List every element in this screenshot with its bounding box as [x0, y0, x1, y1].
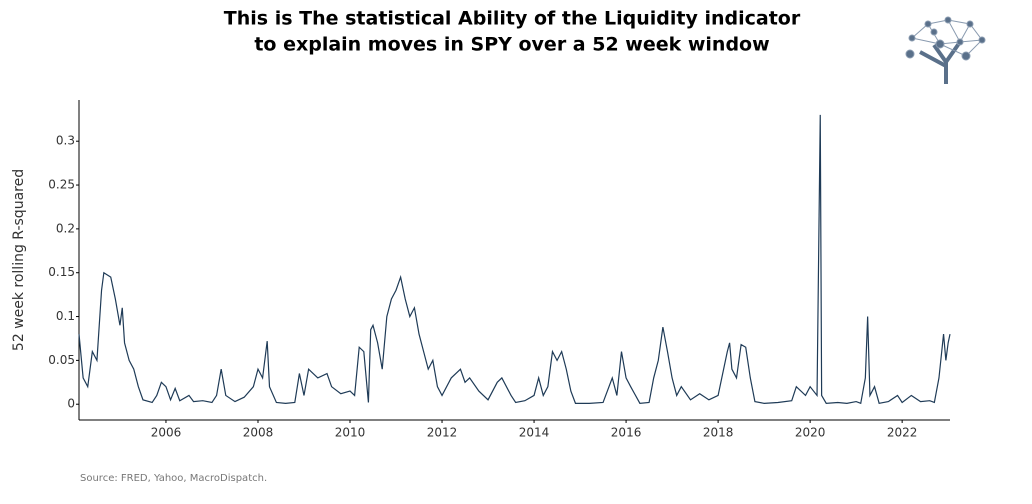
y-axis-label: 52 week rolling R-squared: [11, 169, 27, 351]
x-tick-label: 2008: [243, 426, 274, 440]
y-tick-label: 0.2: [56, 221, 75, 235]
y-tick-label: 0.1: [56, 309, 75, 323]
x-tick-label: 2020: [795, 426, 826, 440]
logo: [905, 16, 986, 84]
y-tick-label: 0.3: [56, 134, 75, 148]
chart-title: to explain moves in SPY over a 52 week w…: [254, 34, 769, 56]
x-tick-label: 2016: [611, 426, 642, 440]
x-tick-label: 2018: [703, 426, 734, 440]
y-tick-label: 0.25: [48, 178, 75, 192]
x-tick-label: 2010: [335, 426, 366, 440]
y-tick-label: 0.15: [48, 265, 75, 279]
x-tick-label: 2014: [519, 426, 550, 440]
x-tick-label: 2006: [151, 426, 182, 440]
source-note: Source: FRED, Yahoo, MacroDispatch.: [80, 473, 267, 484]
y-tick-label: 0.05: [48, 353, 75, 367]
x-tick-label: 2022: [887, 426, 918, 440]
y-tick-label: 0: [67, 397, 75, 411]
data-line: [78, 114, 951, 405]
chart-title: This is The statistical Ability of the L…: [224, 8, 801, 30]
x-tick-label: 2012: [427, 426, 458, 440]
